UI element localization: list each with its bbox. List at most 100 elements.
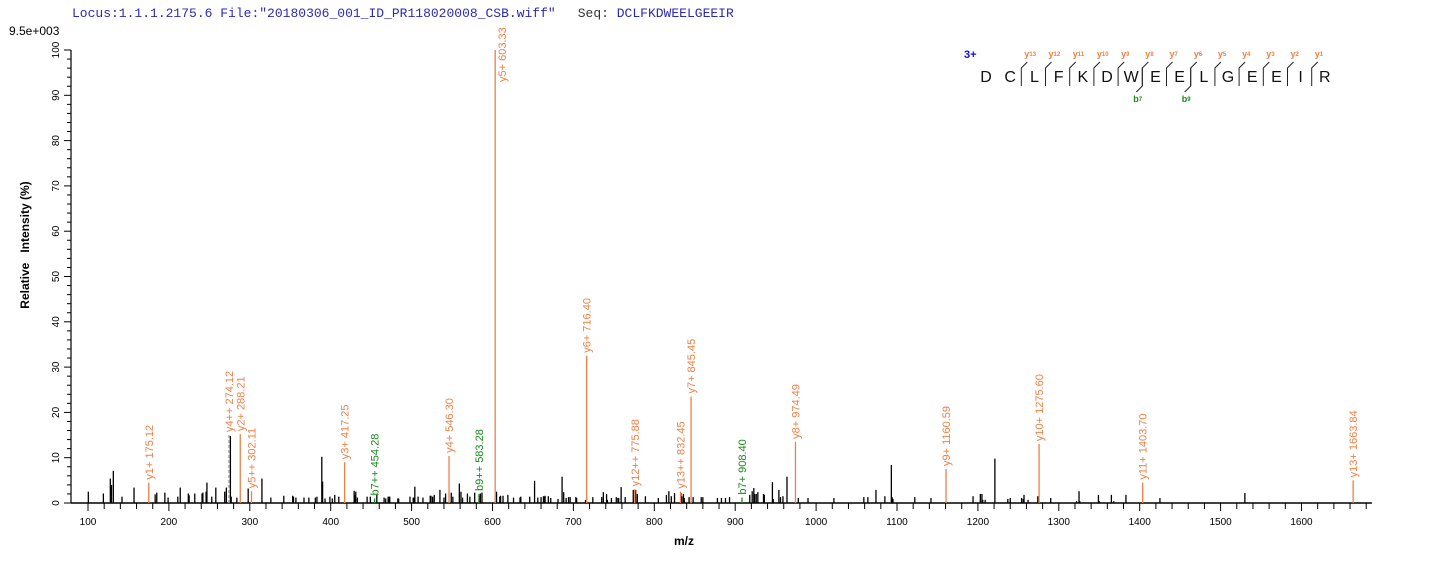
y-tick-label: 20 (51, 406, 62, 418)
peak-label: y8+ 974.49 (790, 384, 802, 439)
y-ion-bracket (1238, 61, 1246, 86)
peak-label: b7++ 454.28 (370, 434, 382, 496)
y-ion-label: y5 (1218, 49, 1227, 59)
peak-label: y6+ 716.40 (582, 298, 594, 353)
y-ion-bracket (1141, 61, 1149, 86)
b-ion-label: b9 (1182, 94, 1192, 104)
b-ion-number: 9 (1187, 97, 1191, 103)
x-tick-label: 1300 (1048, 517, 1071, 528)
x-tick-label: 100 (80, 517, 97, 528)
x-tick-label: 1500 (1209, 517, 1232, 528)
x-tick-label: 500 (403, 517, 420, 528)
y-ion-bracket (1262, 61, 1270, 86)
y-ion-label: y13 (1024, 49, 1036, 59)
peak-label: y5++ 302.11 (247, 428, 259, 488)
spectrum-header: Locus:1.1.1.2175.6 File:"20180306_001_ID… (72, 6, 734, 21)
y-ion-letter: y (1049, 49, 1054, 59)
peak-label: y4++ 274.12 (224, 371, 236, 432)
x-tick-label: 300 (241, 517, 258, 528)
residue-letter: L (1199, 69, 1208, 86)
x-tick-label: 900 (727, 517, 744, 528)
y-ion-bracket (1045, 61, 1052, 86)
y-ion-number: 8 (1150, 52, 1154, 58)
peak-label: y2+ 288.21 (235, 376, 247, 431)
x-tick-label: 1000 (805, 517, 828, 528)
x-tick-label: 700 (565, 517, 582, 528)
y-ion-bracket (1214, 61, 1222, 86)
residue-letter: E (1174, 69, 1185, 86)
y-ion-label: y1 (1315, 49, 1324, 59)
max-intensity-label: 9.5e+003 (9, 24, 60, 38)
residue-letter: E (1150, 69, 1161, 86)
residue-letter: D (980, 69, 992, 86)
y-ion-letter: y (1073, 49, 1078, 59)
y-ion-letter: y (1315, 49, 1320, 59)
x-tick-label: 800 (646, 517, 663, 528)
y-ion-bracket (1311, 61, 1319, 86)
y-axis-label: Relative Intensity (%) (18, 181, 32, 308)
y-ion-letter: y (1266, 49, 1271, 59)
b-ion-label: b7 (1133, 94, 1143, 104)
x-tick-label: 200 (161, 517, 178, 528)
y-ion-letter: y (1170, 49, 1175, 59)
residue-letter: E (1247, 69, 1258, 86)
peak-label: y12++ 775.88 (630, 419, 642, 486)
y-ion-letter: y (1291, 49, 1296, 59)
y-tick-label: 60 (51, 225, 62, 237)
peak-label: y5+ 603.33 (497, 27, 509, 82)
b-ion-letter: b (1182, 94, 1188, 104)
file-text: File:"20180306_001_ID_PR118020008_CSB.wi… (220, 6, 556, 21)
y-tick-label: 90 (51, 89, 62, 101)
y-tick-label: 50 (51, 271, 62, 283)
y-ion-letter: y (1194, 49, 1199, 59)
y-ion-label: y3 (1266, 49, 1275, 59)
y-ion-number: 10 (1102, 52, 1109, 58)
y-ion-bracket (1287, 61, 1294, 86)
residue-letter: R (1319, 69, 1331, 86)
peak-label: y3+ 417.25 (340, 404, 352, 459)
y-ion-bracket (1020, 61, 1028, 86)
peak-label: y11+ 1403.70 (1138, 413, 1150, 479)
y-tick-label: 100 (51, 41, 62, 58)
y-ion-label: y9 (1121, 49, 1130, 59)
residue-letter: W (1124, 69, 1140, 86)
y-ion-label: y4 (1242, 49, 1251, 59)
residue-letter: F (1054, 69, 1064, 86)
residue-letter: K (1077, 69, 1088, 86)
y-ion-number: 1 (1320, 52, 1324, 58)
y-ion-bracket (1117, 61, 1125, 86)
y-tick-label: 80 (51, 135, 62, 147)
peak-label: y1+ 175.12 (144, 425, 156, 480)
x-tick-label: 1100 (886, 517, 908, 528)
y-ion-letter: y (1121, 49, 1126, 59)
y-tick-label: 0 (51, 500, 62, 506)
y-ion-letter: y (1242, 49, 1247, 59)
y-ion-letter: y (1097, 49, 1102, 59)
y-tick-label: 10 (51, 452, 62, 464)
y-ion-number: 4 (1247, 52, 1251, 58)
x-axis-label: m/z (674, 534, 694, 548)
y-ion-label: y6 (1194, 49, 1203, 59)
x-tick-label: 1400 (1129, 517, 1152, 528)
y-ion-number: 12 (1054, 52, 1061, 58)
y-ion-label: y12 (1049, 49, 1061, 59)
peak-label: y10+ 1275.60 (1034, 374, 1046, 441)
y-ion-number: 7 (1175, 52, 1179, 58)
y-ion-number: 5 (1223, 52, 1227, 58)
residue-letter: I (1298, 69, 1302, 86)
b-ion-bracket (1135, 68, 1143, 93)
b-ion-bracket (1184, 68, 1192, 93)
b-ion-letter: b (1133, 94, 1139, 104)
y-ion-label: y11 (1073, 49, 1085, 59)
y-ion-bracket (1093, 61, 1101, 86)
x-tick-label: 400 (322, 517, 339, 528)
y-ion-letter: y (1145, 49, 1150, 59)
y-ion-label: y10 (1097, 49, 1109, 59)
residue-letter: C (1004, 69, 1016, 86)
peak-label: y13+ 1663.84 (1348, 410, 1360, 477)
peak-label: y4+ 546.30 (444, 398, 456, 453)
y-ion-label: y2 (1291, 49, 1300, 59)
y-ion-number: 2 (1296, 52, 1300, 58)
residue-letter: G (1222, 69, 1234, 86)
